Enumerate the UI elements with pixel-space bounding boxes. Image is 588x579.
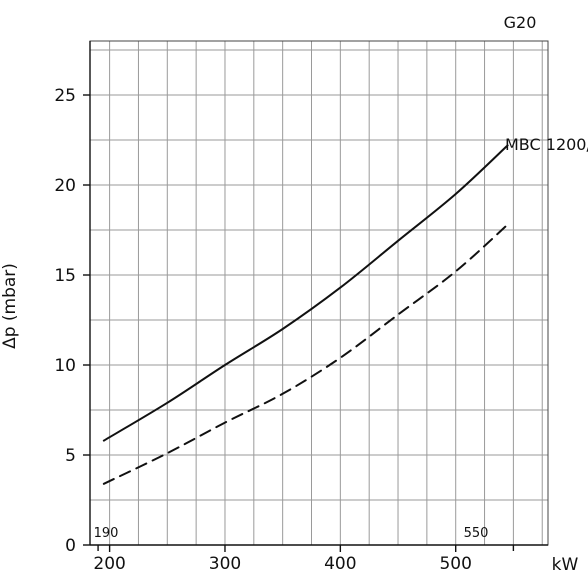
series-layer xyxy=(102,144,509,485)
x-tick-label-200: 200 xyxy=(93,554,125,574)
x-axis-label: kW xyxy=(552,555,579,575)
x-tick-label-500: 500 xyxy=(439,554,471,574)
grid xyxy=(90,41,548,545)
x-tick-label-400: 400 xyxy=(324,554,356,574)
y-tick-label-10: 10 xyxy=(54,356,76,376)
y-axis-label: Δp (mbar) xyxy=(0,263,20,349)
y-tick-label-5: 5 xyxy=(65,446,76,466)
series-line-0 xyxy=(102,144,509,442)
series-label-mbc-1200-1: MBC 1200/1 xyxy=(505,135,588,154)
y-tick-label-0: 0 xyxy=(65,536,76,556)
series-line-1 xyxy=(102,223,509,485)
x-tick-label-300: 300 xyxy=(209,554,241,574)
y-tick-label-25: 25 xyxy=(54,86,76,106)
axes: 200 300 400 500 0 5 10 15 20 25 xyxy=(54,41,548,574)
plot-frame xyxy=(89,40,549,546)
chart-title: G20 xyxy=(504,13,537,32)
labels-layer: G20 kW Δp (mbar) 190 550 MBC 1200/1 xyxy=(0,13,588,575)
y-tick-label-15: 15 xyxy=(54,266,76,286)
range-label-min: 190 xyxy=(94,526,119,541)
y-tick-label-20: 20 xyxy=(54,176,76,196)
range-label-max: 550 xyxy=(464,526,489,541)
